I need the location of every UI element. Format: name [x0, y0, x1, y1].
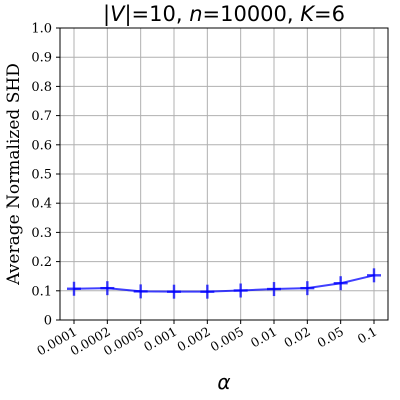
x-tick-label: 0.005	[208, 324, 247, 355]
y-tick-label: 0.9	[31, 51, 52, 66]
chart-title-part: n	[189, 2, 202, 26]
chart-title: |V|=10, n=10000, K=6	[103, 2, 345, 27]
chart-title-part: V	[110, 2, 126, 26]
x-tick-label: 0.002	[174, 324, 213, 355]
chart-title-part: =6	[314, 2, 345, 26]
y-tick-label: 0.8	[31, 80, 52, 95]
x-tick-label: 0.1	[355, 324, 380, 347]
data-point-marker	[300, 281, 315, 296]
y-tick-label: 0.1	[31, 284, 52, 299]
series-line	[73, 274, 375, 293]
x-tick-label: 0.01	[248, 324, 280, 351]
y-tick-label: 0.5	[31, 168, 52, 183]
chart-title-part: |=10,	[124, 2, 189, 27]
chart-title-part: =10000,	[203, 2, 301, 26]
y-axis: 0 0.1 0.2 0.3 0.4 0.5 0.6 0.7 0.8 0.9 1.0	[31, 22, 60, 329]
data-point-marker	[233, 283, 248, 298]
y-tick-label: 0.6	[31, 138, 52, 153]
chart-title-part: |	[103, 2, 110, 27]
data-point-marker	[100, 281, 115, 296]
y-tick-label: 0.4	[31, 197, 52, 212]
y-tick-label: 0.7	[31, 109, 52, 124]
x-tick-label: 0.02	[281, 324, 313, 351]
grid	[60, 27, 388, 321]
series-layer	[67, 268, 381, 299]
data-point-marker	[200, 284, 215, 299]
data-point-marker	[133, 284, 148, 299]
y-tick-label: 1.0	[31, 22, 52, 37]
chart-title-part: K	[300, 2, 316, 26]
y-axis-label: Average Normalized SHD	[4, 63, 24, 286]
y-tick-label: 0.3	[31, 226, 52, 241]
data-point-marker	[167, 284, 181, 299]
x-axis-label: α	[217, 370, 230, 394]
x-tick-label: 0.001	[141, 324, 180, 355]
data-point-marker	[267, 282, 281, 297]
y-tick-label: 0	[44, 314, 52, 329]
data-point-marker	[367, 268, 381, 283]
x-tick-label: 0.05	[315, 324, 347, 351]
data-point-marker	[67, 281, 81, 296]
y-tick-label: 0.2	[31, 255, 52, 270]
data-point-marker	[333, 276, 348, 291]
